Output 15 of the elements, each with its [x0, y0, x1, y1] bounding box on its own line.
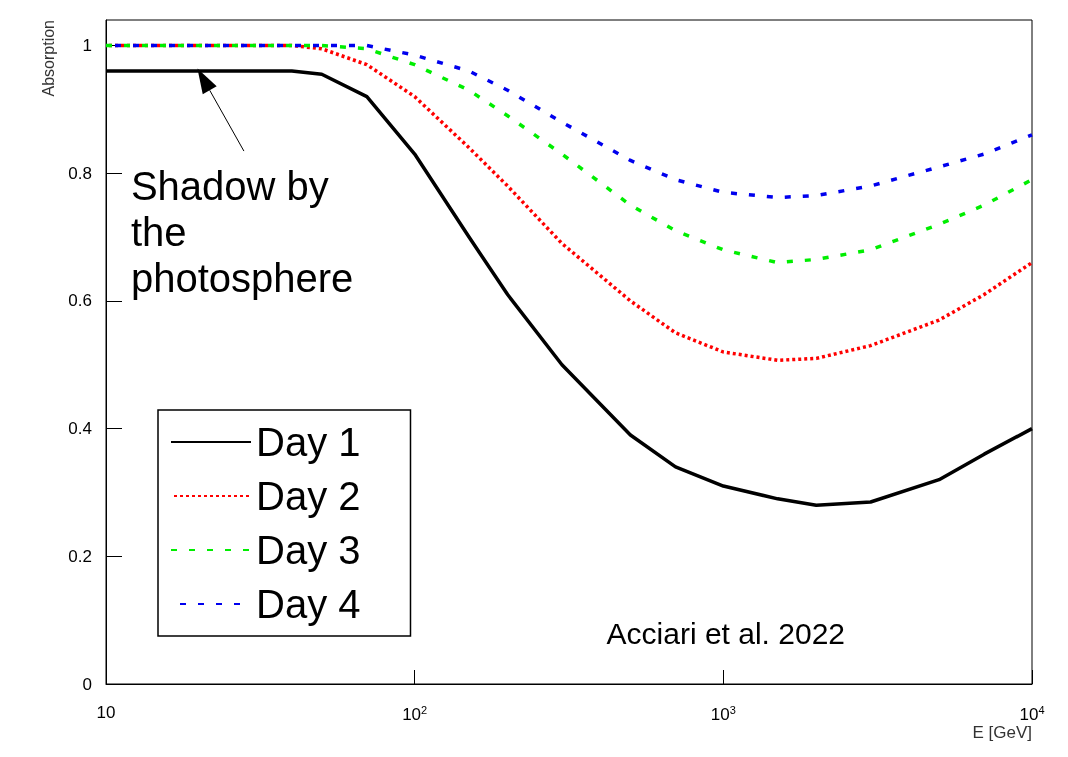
- y-tick-label: 1: [82, 36, 92, 56]
- legend-label: Day 1: [256, 420, 361, 464]
- legend-label: Day 3: [256, 528, 361, 572]
- y-axis-title: Absorption: [39, 20, 57, 97]
- annotation: Shadow by the photosphere: [130, 164, 354, 301]
- y-tick-label: 0.6: [68, 291, 92, 311]
- legend-label: Day 4: [256, 582, 361, 626]
- y-tick-label: 0: [82, 674, 92, 694]
- annotation: Acciari et al. 2022: [606, 616, 846, 650]
- x-tick-label: 10: [96, 703, 116, 722]
- legend-label: Day 2: [256, 474, 361, 518]
- x-axis-title: E [GeV]: [972, 723, 1032, 742]
- y-tick-label: 0.4: [68, 419, 92, 439]
- y-tick-label: 0.8: [68, 163, 92, 183]
- y-tick-label: 0.2: [68, 546, 92, 566]
